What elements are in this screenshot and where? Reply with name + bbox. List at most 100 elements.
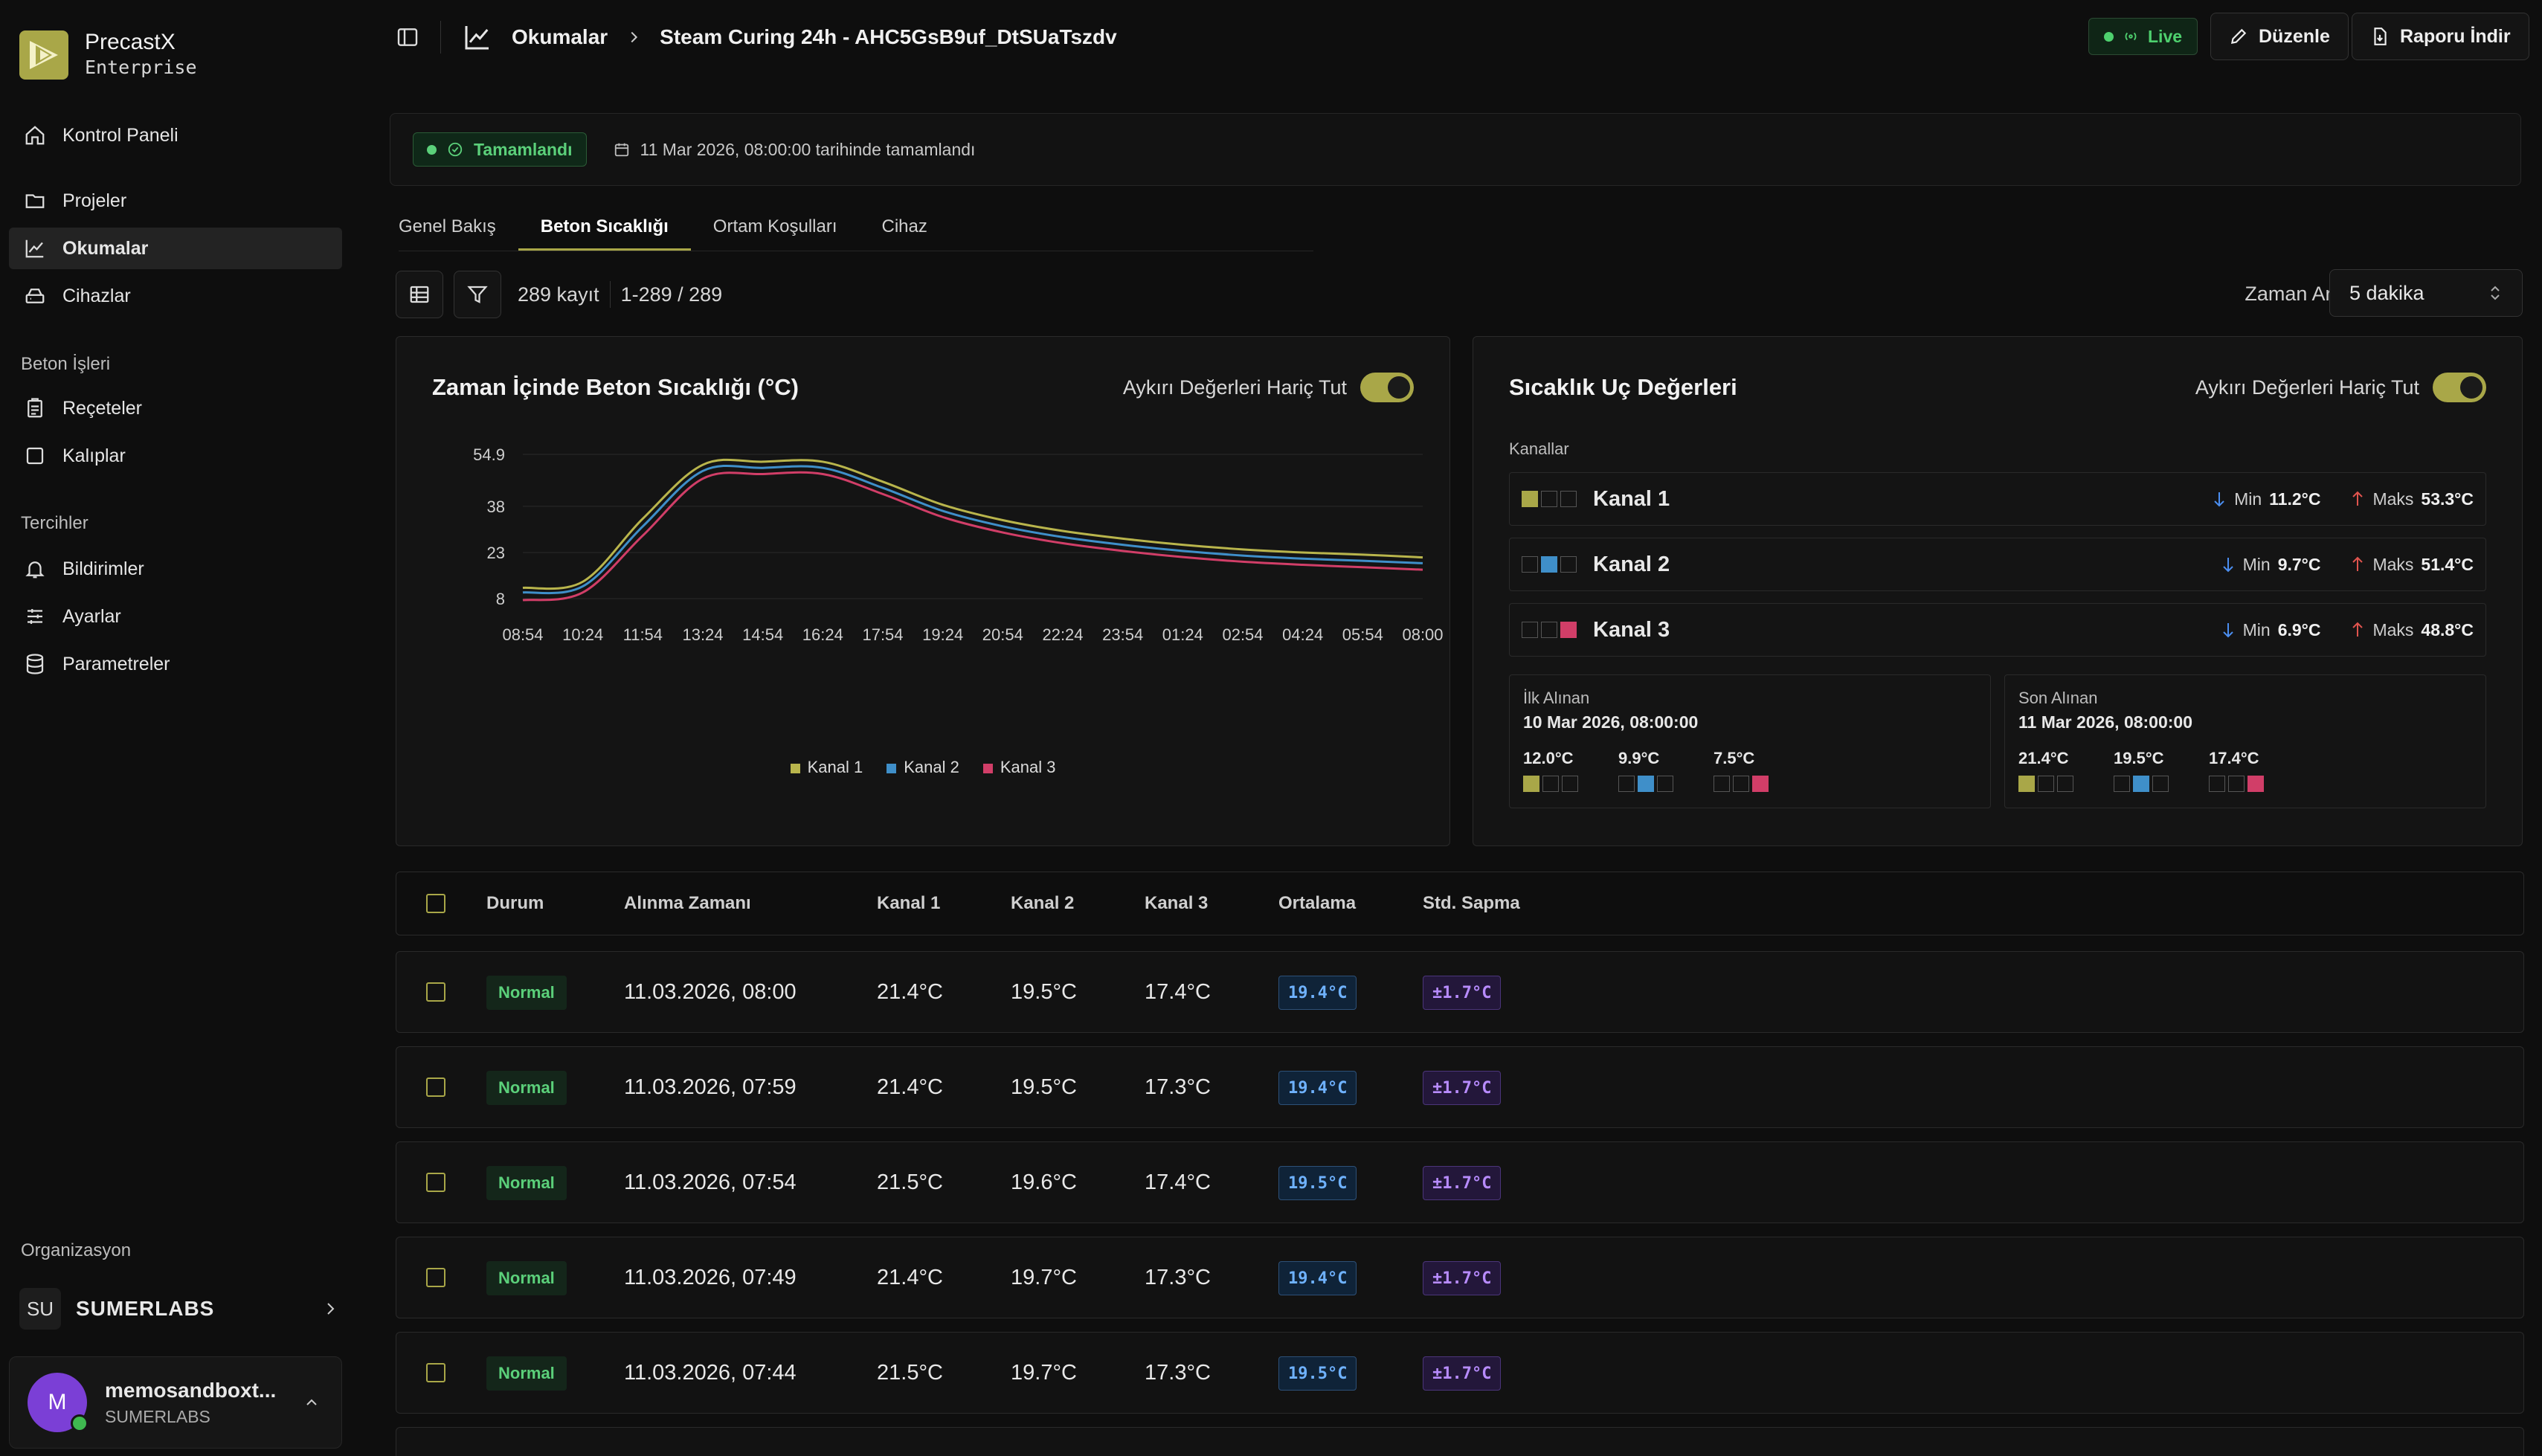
sidebar-item-parameters[interactable]: Parametreler <box>9 643 342 685</box>
outlier-toggle[interactable] <box>2433 373 2486 402</box>
channel-max: Maks 53.3°C <box>2350 489 2474 509</box>
outlier-toggle-label: Aykırı Değerleri Hariç Tut <box>2195 376 2419 399</box>
select-all-checkbox[interactable] <box>426 894 445 913</box>
sidebar-item-dashboard[interactable]: Kontrol Paneli <box>9 115 342 156</box>
series-line-kanal-1[interactable] <box>522 458 1423 590</box>
brand[interactable]: PrecastX Enterprise <box>19 30 197 80</box>
chevron-right-icon <box>327 1303 335 1315</box>
sidebar-item-projects[interactable]: Projeler <box>9 180 342 222</box>
average-badge: 19.4°C <box>1278 1071 1357 1105</box>
chart-line-icon <box>465 26 489 50</box>
outlier-toggle[interactable] <box>1360 373 1414 402</box>
row-checkbox[interactable] <box>426 1363 445 1382</box>
row-checkbox[interactable] <box>426 1077 445 1097</box>
cell-kanal-3: 17.3°C <box>1145 1360 1211 1385</box>
interval-value: 5 dakika <box>2349 281 2424 304</box>
outlier-toggle-label: Aykırı Değerleri Hariç Tut <box>1122 376 1347 399</box>
pencil-icon <box>2230 28 2247 45</box>
tab-ambient[interactable]: Ortam Koşulları <box>712 216 837 236</box>
device-icon <box>25 289 45 303</box>
edit-button[interactable]: Düzenle <box>2210 13 2349 60</box>
user-menu[interactable]: M memosandboxt... SUMERLABS <box>9 1356 342 1449</box>
table-view-button[interactable] <box>396 271 443 318</box>
tab-concrete-temperature[interactable]: Beton Sıcaklığı <box>518 202 691 251</box>
header-average[interactable]: Ortalama <box>1278 893 1357 913</box>
arrow-down-icon <box>2214 492 2224 507</box>
sidebar-item-recipes[interactable]: Reçeteler <box>9 387 342 429</box>
y-tick-label: 8 <box>496 590 505 608</box>
legend-item-kanal-2[interactable]: Kanal 2 <box>887 758 959 777</box>
status-badge: Normal <box>486 1261 567 1295</box>
average-badge: 19.4°C <box>1278 1261 1357 1295</box>
status-badge: Normal <box>486 976 567 1010</box>
tab-overview[interactable]: Genel Bakış <box>399 216 496 236</box>
record-range: 1-289 / 289 <box>620 283 723 306</box>
sidebar-item-settings[interactable]: Ayarlar <box>9 596 342 637</box>
row-checkbox[interactable] <box>426 1268 445 1287</box>
series-line-kanal-3[interactable] <box>522 471 1423 602</box>
chevron-up-icon <box>306 1399 317 1405</box>
channel-min: Min 9.7°C <box>2221 555 2320 575</box>
channel-row-kanal-3: Kanal 3 Min 6.9°C Maks 48.8°C <box>1509 603 2486 657</box>
sidebar-item-molds[interactable]: Kalıplar <box>9 435 342 477</box>
x-tick-label: 22:24 <box>1042 625 1083 644</box>
live-badge[interactable]: Live <box>2088 18 2198 55</box>
header-std-dev[interactable]: Std. Sapma <box>1423 893 1520 913</box>
temperature-line-chart: 8 23 38 54.9 08:54 10:24 11:54 13:24 14:54 16:24 1… <box>473 445 1443 644</box>
temperature-extremes-card: Sıcaklık Uç Değerleri Aykırı Değerleri H… <box>1473 336 2523 846</box>
header-kanal-3[interactable]: Kanal 3 <box>1145 893 1209 913</box>
table-row[interactable]: Normal 11.03.2026, 07:54 21.5°C 19.6°C 17.4°… <box>396 1141 2524 1223</box>
cell-time: 11.03.2026, 08:00 <box>624 979 797 1004</box>
sidebar-item-label: Cihazlar <box>62 285 131 306</box>
table-row[interactable]: Normal 11.03.2026, 07:59 21.4°C 19.5°C 17.3°… <box>396 1046 2524 1128</box>
sidebar-item-label: Ayarlar <box>62 605 121 627</box>
section-label-prefs: Tercihler <box>21 513 89 533</box>
y-tick-label: 23 <box>487 544 505 562</box>
header-kanal-2[interactable]: Kanal 2 <box>1011 893 1075 913</box>
chart-title: Zaman İçinde Beton Sıcaklığı (°C) <box>432 374 799 400</box>
table-row[interactable]: Normal 11.03.2026, 08:00 21.4°C 19.5°C 17.4°… <box>396 951 2524 1033</box>
y-tick-label: 38 <box>487 497 505 516</box>
x-tick-label: 13:24 <box>682 625 723 644</box>
row-checkbox[interactable] <box>426 1173 445 1192</box>
interval-select[interactable]: 5 dakika <box>2329 269 2523 317</box>
breadcrumb-root[interactable]: Okumalar <box>512 25 608 48</box>
file-download-icon <box>2374 28 2387 45</box>
filter-button[interactable] <box>454 271 501 318</box>
legend-label: Kanal 3 <box>1000 758 1056 776</box>
std-dev-badge: ±1.7°C <box>1423 1261 1502 1295</box>
channel-row-kanal-1: Kanal 1 Min 11.2°C Maks 53.3°C <box>1509 472 2486 526</box>
series-line-kanal-2[interactable] <box>522 464 1423 595</box>
legend-item-kanal-3[interactable]: Kanal 3 <box>982 758 1056 777</box>
legend-item-kanal-1[interactable]: Kanal 1 <box>790 758 863 777</box>
sidebar-toggle-icon[interactable] <box>396 25 419 49</box>
average-badge: 19.5°C <box>1278 1356 1357 1391</box>
status-badge: Tamamlandı <box>413 132 587 167</box>
table-icon <box>410 286 429 303</box>
user-name: memosandboxt... <box>105 1378 277 1402</box>
avatar: M <box>28 1373 89 1432</box>
std-dev-badge: ±1.7°C <box>1423 1356 1502 1391</box>
tab-device[interactable]: Cihaz <box>881 216 927 236</box>
header-status[interactable]: Durum <box>486 893 544 913</box>
status-bar: Tamamlandı 11 Mar 2026, 08:00:00 tarihin… <box>390 113 2521 186</box>
chart-line-icon <box>25 239 44 258</box>
sidebar-item-notifications[interactable]: Bildirimler <box>9 548 342 590</box>
sidebar-item-label: Kalıplar <box>62 445 126 466</box>
table-row[interactable]: Normal 11.03.2026, 07:44 21.5°C 19.7°C 17.3°… <box>396 1332 2524 1414</box>
org-switcher[interactable]: SU SUMERLABS <box>19 1281 339 1337</box>
row-checkbox[interactable] <box>426 982 445 1002</box>
sidebar-item-devices[interactable]: Cihazlar <box>9 275 342 317</box>
brand-name: PrecastX <box>85 30 176 54</box>
cell-kanal-3: 17.4°C <box>1145 1170 1211 1194</box>
header-time[interactable]: Alınma Zamanı <box>624 893 751 913</box>
filter-icon <box>467 286 488 303</box>
sidebar-item-readings[interactable]: Okumalar <box>9 228 342 269</box>
table-row[interactable]: Normal 11.03.2026, 07:49 21.4°C 19.7°C 17.3°… <box>396 1237 2524 1318</box>
x-tick-label: 05:54 <box>1342 625 1383 644</box>
download-report-button[interactable]: Raporu İndir <box>2352 13 2529 60</box>
table-row[interactable] <box>396 1427 2524 1456</box>
header-kanal-1[interactable]: Kanal 1 <box>877 893 941 913</box>
x-tick-label: 11:54 <box>623 625 663 644</box>
status-text: 11 Mar 2026, 08:00:00 tarihinde tamamlan… <box>640 139 976 159</box>
